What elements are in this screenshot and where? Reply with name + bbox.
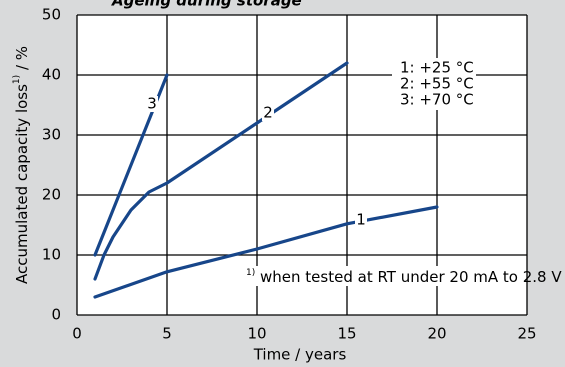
x-tick-label: 5 [162,325,172,343]
series-label: 3 [147,95,157,113]
legend-entry: 2: +55 °C [400,75,474,93]
footnote-text: when tested at RT under 20 mA to 2.8 V [255,268,562,286]
y-tick-label: 40 [42,66,61,84]
x-tick-label: 10 [247,325,266,343]
x-tick-label: 0 [72,325,82,343]
series-label-background [262,105,274,121]
footnote-background [243,266,513,286]
x-tick-label: 20 [427,325,446,343]
footnote-sup: 1) [246,268,255,278]
line [93,61,349,281]
y-tick-label: 50 [42,6,61,24]
series-label: 1 [356,211,366,229]
line [93,205,439,299]
y-label-text: Accumulated capacity loss [13,84,31,284]
y-tick-label: 30 [42,126,61,144]
x-tick-label: 15 [337,325,356,343]
y-tick-label: 20 [42,186,61,204]
series-label-background [146,96,158,112]
legend-entry: 3: +70 °C [400,91,474,109]
y-axis-label: Accumulated capacity loss1) / % [12,46,31,284]
footnote: 1) when tested at RT under 20 mA to 2.8 … [246,268,562,286]
legend-entry: 1: +25 °C [400,59,474,77]
legend-background [392,58,476,110]
y-label-unit: / % [13,46,31,75]
y-tick-label: 10 [42,246,61,264]
y-label-sup: 1) [12,75,22,84]
chart-title: Ageing during storage [111,0,302,10]
y-tick-label: 0 [51,306,61,324]
series-label: 2 [263,104,273,122]
x-axis-label: Time / years [253,346,347,364]
x-tick-label: 25 [517,325,536,343]
series-label-background [355,212,367,228]
